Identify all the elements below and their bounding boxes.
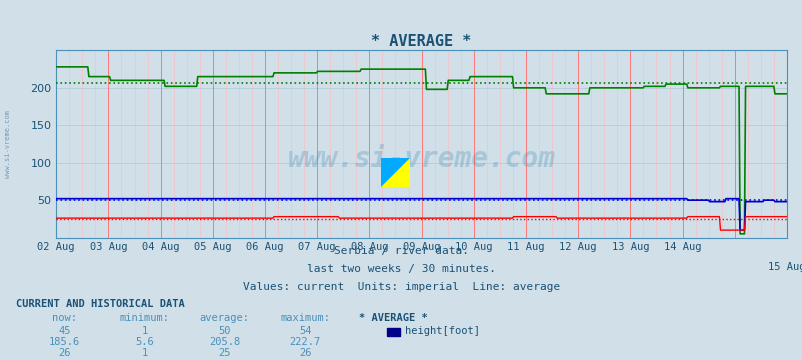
Text: 1: 1 <box>141 326 148 336</box>
Text: 45: 45 <box>58 326 71 336</box>
Text: 185.6: 185.6 <box>49 337 79 347</box>
Text: now:: now: <box>51 313 77 323</box>
Text: 222.7: 222.7 <box>290 337 320 347</box>
Text: Values: current  Units: imperial  Line: average: Values: current Units: imperial Line: av… <box>242 282 560 292</box>
Text: 5.6: 5.6 <box>135 337 154 347</box>
Text: maximum:: maximum: <box>280 313 330 323</box>
Text: www.si-vreme.com: www.si-vreme.com <box>287 145 555 173</box>
Text: height[foot]: height[foot] <box>404 326 479 336</box>
Polygon shape <box>381 158 409 187</box>
Text: CURRENT AND HISTORICAL DATA: CURRENT AND HISTORICAL DATA <box>16 299 184 309</box>
Text: www.si-vreme.com: www.si-vreme.com <box>5 110 11 178</box>
Text: * AVERAGE *: * AVERAGE * <box>358 313 427 323</box>
Text: 1: 1 <box>141 348 148 359</box>
Text: last two weeks / 30 minutes.: last two weeks / 30 minutes. <box>306 264 496 274</box>
Text: 205.8: 205.8 <box>209 337 240 347</box>
Text: minimum:: minimum: <box>119 313 169 323</box>
Text: 15 Aug: 15 Aug <box>768 262 802 272</box>
Text: 25: 25 <box>218 348 231 359</box>
Text: average:: average: <box>200 313 249 323</box>
Text: Serbia / river data.: Serbia / river data. <box>334 246 468 256</box>
Text: 54: 54 <box>298 326 311 336</box>
Text: 26: 26 <box>58 348 71 359</box>
Polygon shape <box>381 158 409 187</box>
Title: * AVERAGE *: * AVERAGE * <box>371 34 471 49</box>
Text: 50: 50 <box>218 326 231 336</box>
Text: 26: 26 <box>298 348 311 359</box>
